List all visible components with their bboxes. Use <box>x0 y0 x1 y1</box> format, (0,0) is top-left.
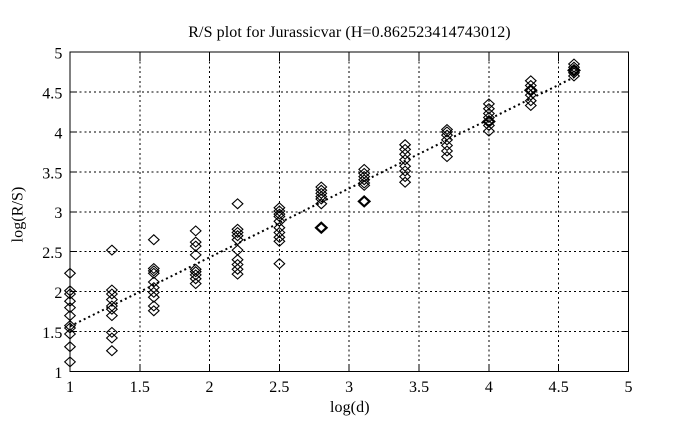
svg-text:1: 1 <box>54 365 62 382</box>
svg-text:4.5: 4.5 <box>549 379 569 396</box>
svg-text:5: 5 <box>624 379 632 396</box>
svg-text:R/S plot for Jurassicvar (H=0.: R/S plot for Jurassicvar (H=0.8625234147… <box>188 24 510 41</box>
svg-text:1: 1 <box>66 379 74 396</box>
svg-text:3: 3 <box>345 379 353 396</box>
svg-text:2: 2 <box>206 379 214 396</box>
svg-text:log(R/S): log(R/S) <box>10 187 27 243</box>
svg-text:4: 4 <box>54 125 62 142</box>
svg-text:4: 4 <box>485 379 493 396</box>
svg-text:4.5: 4.5 <box>42 85 62 102</box>
svg-text:1.5: 1.5 <box>42 325 62 342</box>
svg-text:2.5: 2.5 <box>42 245 62 262</box>
svg-text:2.5: 2.5 <box>269 379 289 396</box>
svg-text:2: 2 <box>54 285 62 302</box>
svg-text:log(d): log(d) <box>330 399 370 416</box>
svg-text:3.5: 3.5 <box>42 165 62 182</box>
svg-text:1.5: 1.5 <box>130 379 150 396</box>
svg-text:3: 3 <box>54 205 62 222</box>
svg-text:5: 5 <box>54 46 62 63</box>
svg-text:3.5: 3.5 <box>409 379 429 396</box>
